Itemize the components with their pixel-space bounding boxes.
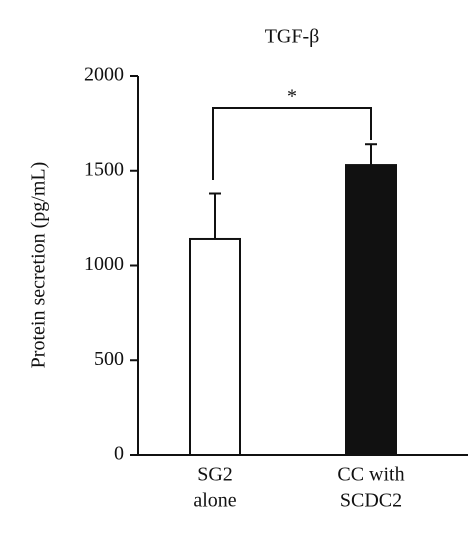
y-axis-label: Protein secretion (pg/mL) — [28, 162, 50, 369]
significance-bracket — [212, 107, 372, 180]
y-tick-label: 0 — [114, 443, 124, 465]
significance-label: * — [287, 86, 297, 108]
y-tick-label: 1500 — [84, 158, 124, 180]
y-tick-label: 500 — [94, 348, 124, 370]
x-tick-label: SCDC2 — [340, 490, 402, 512]
x-tick-label: CC with — [337, 464, 404, 486]
x-tick-label: alone — [193, 490, 236, 512]
y-tick-label: 1000 — [84, 253, 124, 275]
chart-title: TGF-β — [265, 26, 320, 48]
bar — [345, 164, 397, 456]
y-tick-label: 2000 — [84, 64, 124, 86]
bar — [189, 237, 241, 456]
x-tick-label: SG2 — [197, 464, 233, 486]
